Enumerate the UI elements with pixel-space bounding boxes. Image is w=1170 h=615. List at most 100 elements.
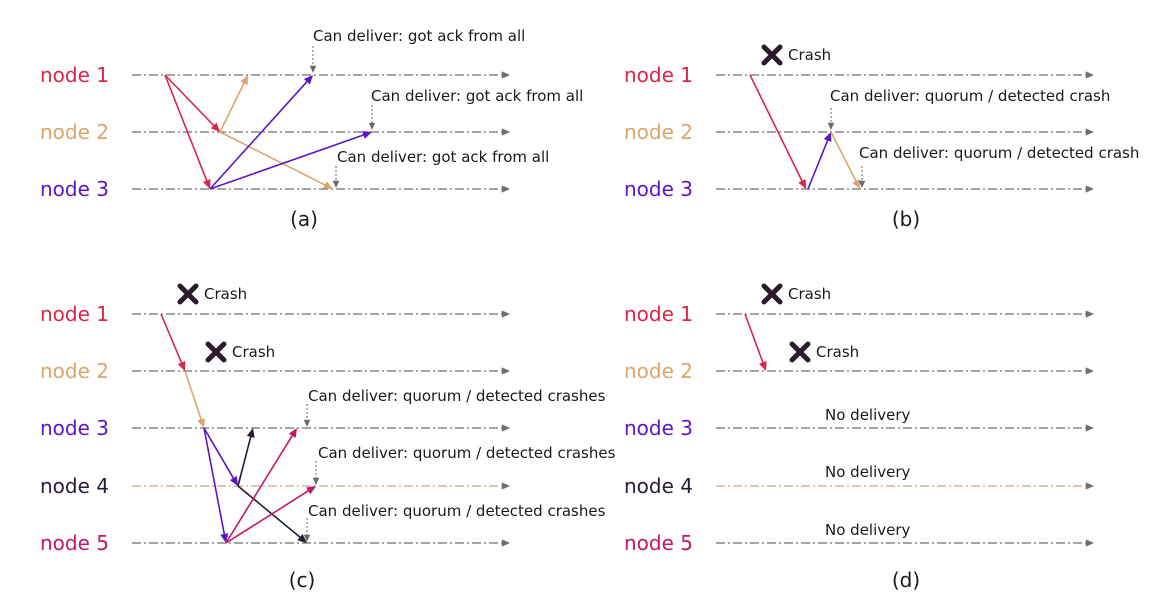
timeline-5: [132, 539, 510, 547]
node-label: node 2: [40, 120, 109, 144]
msg-n2-to-n3: [184, 370, 205, 428]
delivery-annotation: Can deliver: quorum / detected crashes: [308, 502, 606, 520]
timeline-3: [132, 185, 510, 193]
delivery-label: Can deliver: quorum / detected crash: [859, 144, 1139, 162]
delivery-annotation: Can deliver: quorum / detected crashes: [318, 444, 616, 462]
timeline-5: [716, 539, 1094, 547]
delivery-annotation: Can deliver: got ack from all: [337, 148, 549, 166]
node-label: node 4: [40, 474, 109, 498]
message-arrowhead: [197, 418, 205, 428]
message-arrowhead: [240, 75, 248, 85]
ack-n3-to-n2: [807, 132, 832, 190]
timeline-arrowhead: [1085, 367, 1094, 375]
delivery-annotation: No delivery: [825, 521, 911, 539]
timeline-arrowhead: [501, 185, 510, 193]
delivery-annotation: No delivery: [825, 463, 911, 481]
ack-n4-to-n3: [237, 428, 255, 487]
delivery-label: No delivery: [825, 521, 911, 539]
delivery-label: Can deliver: quorum / detected crashes: [308, 502, 606, 520]
delivery-marker-arrowhead: [368, 122, 376, 130]
message-arrowhead: [306, 486, 316, 495]
delivery-annotation: Can deliver: quorum / detected crash: [859, 144, 1139, 162]
timeline-arrowhead: [1085, 185, 1094, 193]
crash-label: Crash: [816, 343, 859, 361]
msg-n1-to-n3: [749, 74, 806, 189]
message-arrowhead: [823, 132, 832, 142]
node-label: node 4: [624, 474, 693, 498]
delivery-marker: [827, 108, 835, 130]
message-arrowhead: [297, 534, 307, 543]
msg-n1-to-n3: [164, 74, 211, 189]
delivery-marker-arrowhead: [827, 122, 835, 130]
message-arrowhead: [246, 428, 255, 438]
message-arrowhead: [229, 476, 238, 486]
timeline-1: [716, 71, 1094, 79]
message-arrowhead: [362, 131, 372, 139]
crash-label: Crash: [788, 46, 831, 64]
delivery-label: No delivery: [825, 463, 911, 481]
delivery-label: Can deliver: quorum / detected crashes: [318, 444, 616, 462]
message-arrowhead: [852, 179, 860, 189]
delivery-marker-arrowhead: [312, 477, 320, 485]
message-arrowhead: [759, 361, 767, 371]
timeline-arrowhead: [1085, 71, 1094, 79]
timeline-4: [716, 482, 1094, 490]
timeline-arrowhead: [501, 71, 510, 79]
delivery-annotation: Can deliver: got ack from all: [371, 87, 583, 105]
delivery-annotation: Can deliver: quorum / detected crash: [830, 87, 1110, 105]
panel-caption: (b): [892, 207, 920, 231]
timeline-arrowhead: [501, 424, 510, 432]
timeline-1: [132, 71, 510, 79]
timeline-arrowhead: [501, 128, 510, 136]
node-label: node 1: [40, 302, 109, 326]
node-label: node 3: [40, 177, 109, 201]
ack-n5-to-n4: [225, 486, 316, 544]
crash-x-icon: [205, 341, 227, 363]
node-label: node 1: [624, 63, 693, 87]
node-label: node 5: [40, 531, 109, 555]
delivery-marker: [312, 461, 320, 485]
timeline-arrowhead: [1085, 128, 1094, 136]
ack-n3-to-n1: [209, 75, 313, 190]
delivery-label: Can deliver: got ack from all: [371, 87, 583, 105]
delivery-marker: [368, 105, 376, 130]
node-label: node 3: [624, 177, 693, 201]
ack-n5-to-n3: [225, 428, 297, 544]
ack-n2-to-n3: [830, 131, 860, 189]
crash-marker: Crash: [761, 44, 831, 66]
message-arrowhead: [323, 181, 333, 189]
crash-x-icon: [761, 283, 783, 305]
message-arrowhead: [210, 122, 220, 132]
message-arrowhead: [798, 179, 806, 189]
delivery-annotation: Can deliver: quorum / detected crashes: [308, 387, 606, 405]
msg-n3-to-n5: [203, 427, 229, 543]
delivery-marker: [858, 166, 866, 188]
msg-n3-to-n4: [203, 427, 238, 486]
node-label: node 2: [40, 359, 109, 383]
panel-caption: (a): [290, 207, 318, 231]
delivery-annotation: Can deliver: got ack from all: [313, 27, 525, 45]
node-label: node 2: [624, 120, 693, 144]
timeline-4: [132, 482, 510, 490]
panel-b: node 1 node 2 node 3 Crash Can deliver: quor…: [624, 44, 1139, 231]
timeline-1: [716, 310, 1094, 318]
timeline-arrowhead: [501, 539, 510, 547]
crash-marker: Crash: [177, 283, 247, 305]
crash-marker: Crash: [789, 341, 859, 363]
crash-label: Crash: [232, 343, 275, 361]
panel-c: node 1 node 2 node 3 node 4 node 5 Crash Crash…: [40, 283, 616, 592]
timeline-2: [132, 128, 510, 136]
timeline-arrowhead: [1085, 539, 1094, 547]
delivery-annotation: No delivery: [825, 406, 911, 424]
ack-n4-to-n5: [237, 485, 307, 543]
node-label: node 2: [624, 359, 693, 383]
delivery-marker: [309, 46, 317, 73]
crash-marker: Crash: [761, 283, 831, 305]
delivery-marker-arrowhead: [303, 419, 311, 427]
timeline-2: [716, 128, 1094, 136]
timeline-arrowhead: [1085, 310, 1094, 318]
msg-n1-to-n2: [744, 313, 767, 371]
delivery-marker: [303, 518, 311, 542]
delivery-label: Can deliver: quorum / detected crashes: [308, 387, 606, 405]
panel-caption: (c): [289, 568, 316, 592]
